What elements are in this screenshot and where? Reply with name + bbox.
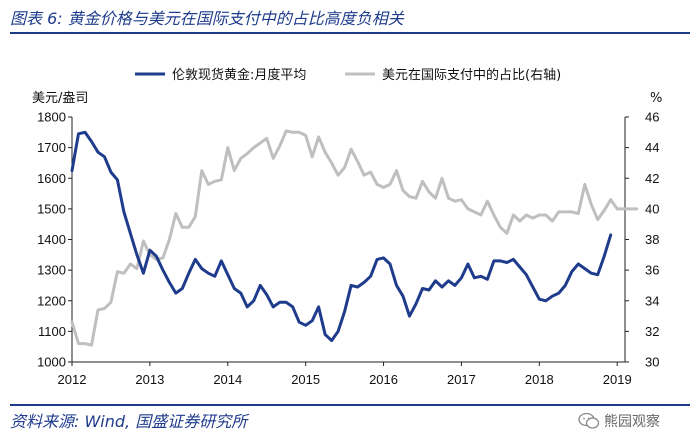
x-tick-label: 2017 <box>447 372 476 387</box>
right-tick-label: 38 <box>645 232 659 247</box>
x-tick-label: 2014 <box>213 372 242 387</box>
title-rule <box>10 32 690 34</box>
watermark: 熊园观察 <box>578 410 660 432</box>
right-tick-label: 36 <box>645 263 659 278</box>
gold-price-line <box>70 130 613 343</box>
legend: 伦敦现货黄金:月度平均 美元在国际支付中的占比(右轴) <box>135 67 561 83</box>
source-note: 资料来源: Wind, 国盛证券研究所 <box>10 412 248 431</box>
right-tick-label: 44 <box>645 140 659 155</box>
x-tick-label: 2015 <box>291 372 320 387</box>
left-axis-unit: 美元/盎司 <box>32 91 88 106</box>
x-tick-label: 2013 <box>135 372 164 387</box>
axes: 1000 1100 1200 1300 1400 1500 1600 1700 1800 30 32… <box>37 110 659 388</box>
x-tick-label: 2019 <box>603 372 632 387</box>
source-rule <box>10 404 690 406</box>
right-tick-label: 42 <box>645 171 659 186</box>
left-tick-label: 1100 <box>38 324 66 339</box>
right-tick-label: 34 <box>645 293 659 308</box>
left-tick-label: 1800 <box>37 110 66 125</box>
left-tick-label: 1700 <box>37 140 66 155</box>
x-tick-label: 2018 <box>525 372 554 387</box>
left-tick-label: 1500 <box>37 201 66 216</box>
right-tick-label: 30 <box>645 355 659 370</box>
dual-axis-line-chart: 伦敦现货黄金:月度平均 美元在国际支付中的占比(右轴) 美元/盎司 % 1000… <box>32 67 662 388</box>
left-tick-label: 1000 <box>37 355 66 370</box>
right-tick-label: 40 <box>645 201 659 216</box>
x-tick-label: 2012 <box>58 372 87 387</box>
legend-gold-label: 伦敦现货黄金:月度平均 <box>172 67 306 83</box>
legend-usd-label: 美元在国际支付中的占比(右轴) <box>382 67 561 83</box>
left-tick-label: 1400 <box>37 232 66 247</box>
left-tick-label: 1600 <box>37 171 66 186</box>
figure-title: 图表 6: 黄金价格与美元在国际支付中的占比高度负相关 <box>10 9 404 28</box>
right-tick-label: 32 <box>645 324 659 339</box>
left-tick-label: 1300 <box>37 263 66 278</box>
right-tick-label: 46 <box>645 110 659 125</box>
usd-share-line <box>70 129 639 347</box>
watermark-label: 熊园观察 <box>604 414 660 430</box>
left-tick-label: 1200 <box>37 293 66 308</box>
wechat-icon <box>578 412 600 429</box>
series-lines <box>70 129 639 347</box>
right-axis-unit: % <box>650 91 662 106</box>
x-tick-label: 2016 <box>369 372 398 387</box>
